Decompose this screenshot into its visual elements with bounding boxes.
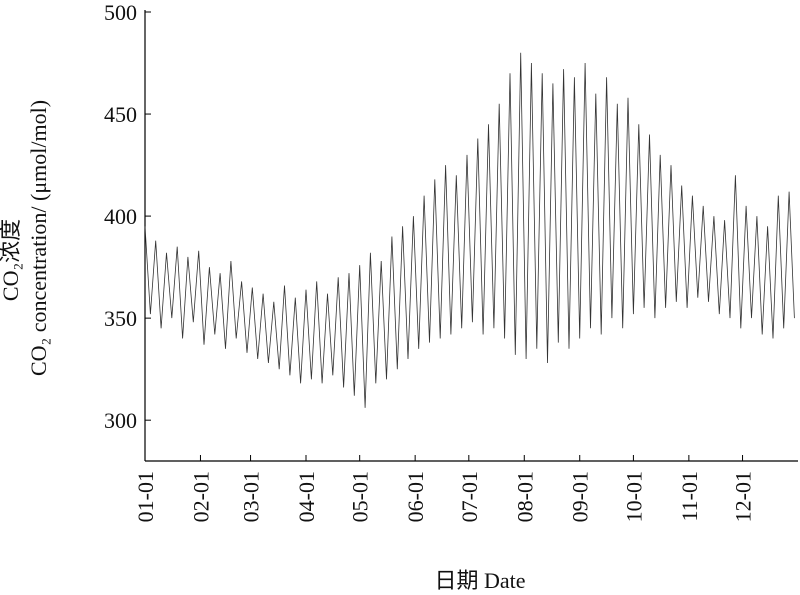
y-tick-label: 450 [104, 102, 137, 127]
x-tick-label: 12-01 [731, 471, 756, 522]
data-line [144, 52, 795, 408]
y-tick-label: 350 [104, 306, 137, 331]
x-tick-label: 06-01 [403, 471, 428, 522]
y-tick-label: 500 [104, 0, 137, 25]
x-tick-label: 11-01 [677, 471, 702, 522]
x-tick-label: 07-01 [457, 471, 482, 522]
y-axis-label: CO₂ concentration/ (μmol/mol) [26, 100, 51, 376]
y-tick-label: 400 [104, 204, 137, 229]
x-tick-label: 01-01 [133, 471, 158, 522]
x-tick-label: 05-01 [348, 471, 373, 522]
x-tick-label: 04-01 [294, 471, 319, 522]
x-tick-label: 10-01 [621, 471, 646, 522]
x-tick-label: 03-01 [239, 471, 264, 522]
x-tick-label: 02-01 [188, 471, 213, 522]
y-tick-label: 300 [104, 408, 137, 433]
x-axis-label: 日期 Date [434, 568, 525, 593]
x-tick-label: 09-01 [568, 471, 593, 522]
x-tick-label: 08-01 [512, 471, 537, 522]
y-axis-label: CO₂浓度 [0, 219, 23, 301]
